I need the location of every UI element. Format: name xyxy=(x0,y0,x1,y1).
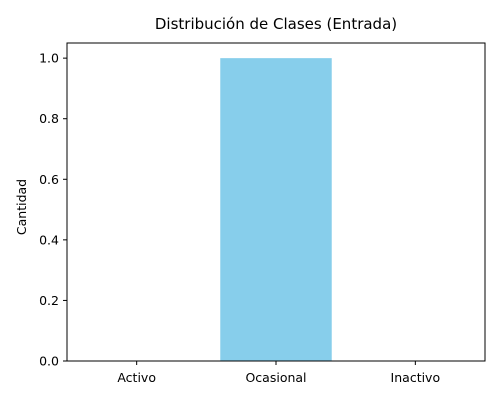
y-tick-label: 0.6 xyxy=(39,172,59,187)
x-tick-label: Activo xyxy=(117,370,156,385)
x-tick-label: Inactivo xyxy=(391,370,441,385)
bar-ocasional xyxy=(220,58,332,362)
plot-frame xyxy=(66,42,486,362)
y-tick-label: 1.0 xyxy=(39,51,59,66)
y-axis-label: Cantidad xyxy=(14,179,29,235)
y-tick-label: 0.0 xyxy=(39,354,59,369)
bars-layer xyxy=(220,58,332,362)
chart-title: Distribución de Clases (Entrada) xyxy=(155,15,397,33)
y-tick-label: 0.2 xyxy=(39,293,59,308)
y-tick-label: 0.8 xyxy=(39,111,59,126)
y-tick-label: 0.4 xyxy=(39,232,59,247)
x-tick-label: Ocasional xyxy=(245,370,306,385)
x-ticks: Activo Ocasional Inactivo xyxy=(117,361,440,385)
y-ticks: 0.0 0.2 0.4 0.6 0.8 1.0 xyxy=(39,51,67,369)
